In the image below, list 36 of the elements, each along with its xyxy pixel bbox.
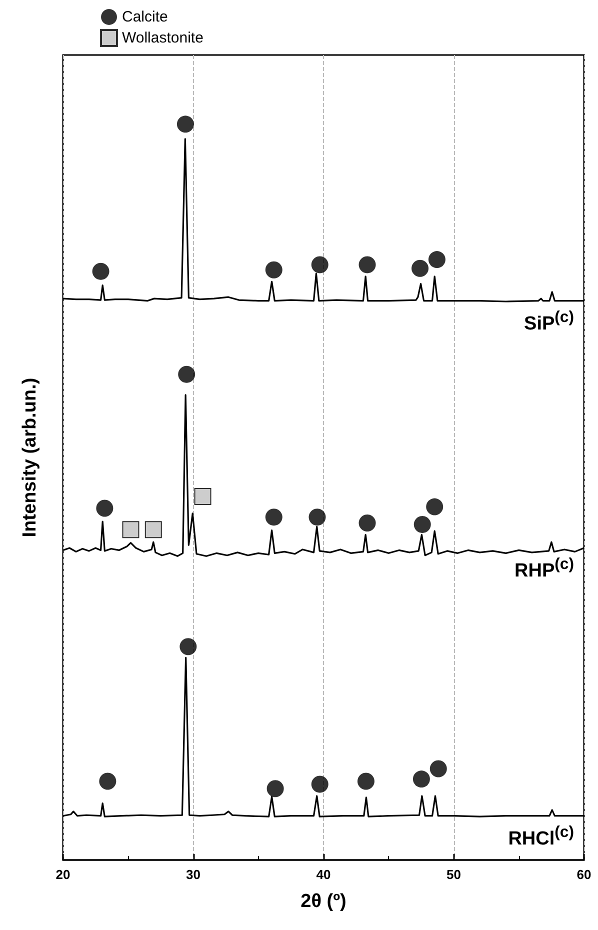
x-tick-label: 30 — [186, 867, 200, 882]
point — [358, 514, 376, 532]
point — [412, 260, 429, 277]
x-tick-label: 20 — [56, 867, 70, 882]
point — [266, 780, 284, 798]
series-label: SiP$^{(c)}$ — [524, 308, 574, 336]
series-label: RHCl$^{(c)}$ — [508, 824, 574, 851]
point — [180, 638, 197, 656]
point — [122, 521, 140, 538]
point — [311, 256, 328, 274]
point — [194, 488, 212, 505]
x-axis-title: 2θ (º) — [300, 891, 346, 912]
x-tick-label: 50 — [446, 867, 461, 882]
point — [412, 770, 430, 788]
point — [178, 366, 196, 383]
point — [265, 508, 282, 526]
point — [99, 772, 116, 790]
point — [96, 500, 114, 517]
point — [358, 256, 376, 274]
point — [357, 772, 374, 790]
point — [428, 251, 446, 268]
point — [308, 508, 326, 526]
point — [265, 261, 282, 278]
point — [144, 521, 162, 538]
point — [92, 262, 110, 280]
series-label: RHP$^{(c)}$ — [514, 556, 574, 584]
x-tick-label: 40 — [316, 867, 331, 882]
legend-label: Calcite — [122, 8, 168, 26]
y-axis-title: Intensity (arb.un.) — [20, 378, 40, 538]
point — [176, 116, 194, 133]
point — [311, 776, 328, 793]
x-tick-label: 60 — [576, 867, 592, 882]
point — [426, 498, 444, 516]
point — [430, 760, 447, 778]
legend-label: Wollastonite — [122, 30, 204, 46]
point — [414, 516, 431, 533]
